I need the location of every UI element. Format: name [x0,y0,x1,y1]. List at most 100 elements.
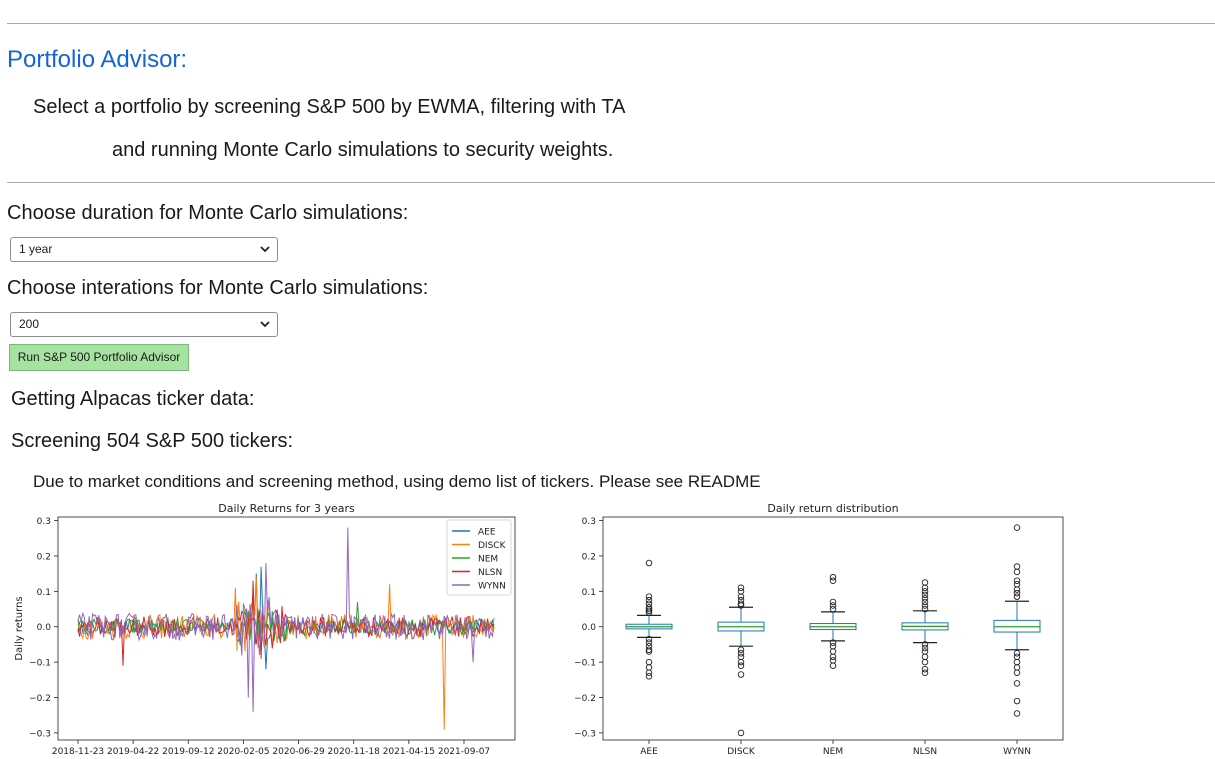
outlier-point [921,591,929,599]
outlier-point [1013,710,1021,717]
x-tick-label: 2018-11-23 [52,747,104,757]
outlier-point [737,600,745,607]
outlier-point [921,641,929,648]
y-axis-label: Daily returns [14,596,25,660]
outlier-point [737,646,745,653]
legend-label: NLSN [478,568,502,578]
y-tick-label: 0.3 [582,517,596,527]
y-tick-label: 0.0 [37,623,52,633]
outlier-point [921,584,929,592]
plot-frame [602,516,1064,741]
outlier-point [645,648,653,655]
outlier-point [829,605,837,613]
outlier-point [829,653,837,661]
x-tick-label: NEM [823,747,843,757]
outlier-point [645,593,653,600]
y-tick-label: 0.1 [37,588,51,598]
outlier-point [645,607,653,615]
outlier-point [1013,680,1021,687]
series-line-wynn [77,527,495,712]
chevron-down-icon [259,238,271,270]
outlier-point [829,657,837,664]
x-tick-label: DISCK [727,747,756,757]
outlier-point [645,669,653,676]
outlier-point [645,639,653,646]
x-tick-label: AEE [640,747,658,757]
legend-label: WYNN [478,582,506,592]
outlier-point [921,602,929,609]
y-tick-label: −0.3 [29,729,51,739]
outlier-point [921,644,929,652]
outlier-point [1013,568,1021,576]
iterations-select[interactable]: 200 [10,312,278,337]
plot-frame [57,516,516,741]
outlier-point [921,579,929,586]
outlier-point [645,605,653,613]
y-tick-label: 0.3 [37,517,51,527]
demo-notice: Due to market conditions and screening m… [33,472,761,491]
y-tick-label: 0.2 [582,552,596,562]
outlier-point [829,648,837,655]
duration-select[interactable]: 1 year [10,237,278,262]
series-line-disck [77,577,495,730]
y-tick-label: 0.0 [582,623,597,633]
outlier-point [737,653,745,661]
x-tick-label: 2020-06-29 [272,747,325,757]
iterations-select-value: 200 [19,317,40,331]
outlier-point [737,658,745,666]
outlier-point [1013,650,1021,657]
outlier-point [737,729,745,737]
outlier-point [1013,658,1021,666]
chart-title: Daily return distribution [767,502,898,515]
run-advisor-button[interactable]: Run S&P 500 Portfolio Advisor [9,344,189,371]
outlier-point [645,635,653,643]
y-tick-label: −0.2 [29,694,51,704]
duration-select-value: 1 year [19,242,53,256]
outlier-point [1013,524,1021,531]
x-tick-label: 2021-04-15 [383,747,435,757]
outlier-point [1013,577,1021,584]
chart-title: Daily Returns for 3 years [218,502,355,515]
outlier-point [921,653,929,661]
outlier-point [829,598,837,606]
outlier-point [1013,697,1021,705]
legend-box [446,519,512,596]
status-alpacas: Getting Alpacas ticker data: [11,388,255,410]
outlier-point [737,593,745,600]
outlier-point [829,573,837,581]
x-tick-label: 2019-09-12 [162,747,214,757]
status-screening: Screening 504 S&P 500 tickers: [11,430,294,452]
outlier-point [645,658,653,666]
outlier-point [829,639,837,646]
outlier-point [645,559,653,567]
x-tick-label: 2019-04-22 [107,747,159,757]
outlier-point [737,671,745,678]
outlier-point [645,673,653,680]
top-divider [7,23,1215,24]
outlier-point [1013,669,1021,676]
middle-divider [7,182,1215,183]
outlier-point [737,588,745,595]
legend-label: NEM [478,555,498,565]
duration-label: Choose duration for Monte Carlo simulati… [7,202,409,224]
page-title: Portfolio Advisor: [7,46,188,73]
x-tick-label: 2021-09-07 [438,747,490,757]
outlier-point [1013,664,1021,671]
outlier-point [737,662,745,669]
outlier-point [737,602,745,609]
outlier-point [829,602,837,609]
outlier-point [737,584,745,592]
subtitle-line-1: Select a portfolio by screening S&P 500 … [33,96,626,118]
legend-label: AEE [478,528,496,538]
chevron-down-icon [259,313,271,345]
outlier-point [645,609,653,616]
outlier-point [921,648,929,655]
x-tick-label: NLSN [913,747,937,757]
outlier-point [921,669,929,676]
outlier-point [1013,653,1021,661]
y-tick-label: −0.2 [574,694,596,704]
outlier-point [829,642,837,650]
outlier-point [1013,593,1021,600]
outlier-point [921,658,929,666]
y-tick-label: −0.1 [29,659,51,669]
